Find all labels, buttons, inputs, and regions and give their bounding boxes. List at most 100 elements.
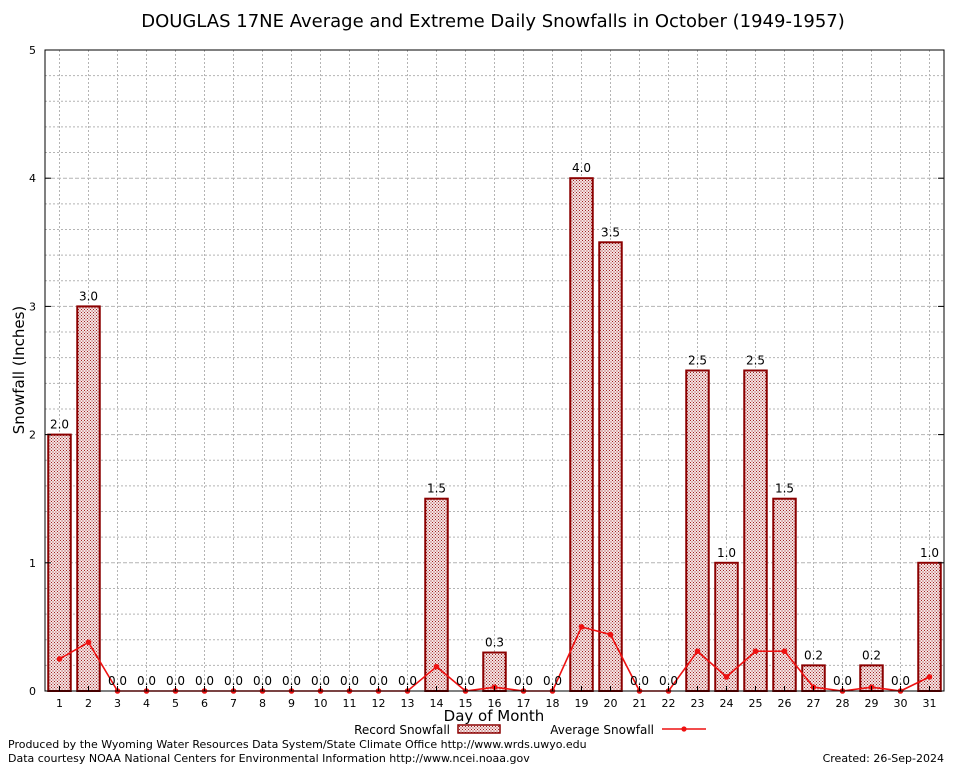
grid: [45, 50, 944, 691]
x-tick-label: 20: [604, 697, 618, 710]
x-tick-label: 30: [894, 697, 908, 710]
data-label: 0.0: [369, 674, 388, 688]
data-label: 3.5: [601, 225, 620, 239]
average-point: [607, 631, 614, 638]
x-tick-label: 31: [923, 697, 937, 710]
x-tick-label: 28: [836, 697, 850, 710]
data-label: 0.0: [108, 674, 127, 688]
x-tick-label: 16: [488, 697, 502, 710]
data-label: 1.0: [717, 546, 736, 560]
data-label: 3.0: [79, 289, 98, 303]
data-label: 0.0: [253, 674, 272, 688]
x-tick-label: 8: [259, 697, 266, 710]
data-label: 0.0: [195, 674, 214, 688]
x-tick-label: 9: [288, 697, 295, 710]
x-tick-label: 2: [85, 697, 92, 710]
data-label: 0.2: [862, 648, 881, 662]
plot-frame: [44, 49, 945, 692]
bars: [47, 177, 942, 693]
average-point: [85, 639, 92, 646]
y-tick-label: 0: [29, 685, 36, 698]
footer-data-courtesy: Data courtesy NOAA National Centers for …: [8, 752, 530, 765]
x-tick-label: 24: [720, 697, 734, 710]
x-tick-label: 27: [807, 697, 821, 710]
footer-created: Created: 26-Sep-2024: [823, 752, 944, 765]
chart-title: DOUGLAS 17NE Average and Extreme Daily S…: [141, 11, 845, 32]
record-bar: [598, 241, 623, 693]
x-tick-label: 4: [143, 697, 150, 710]
data-labels: 2.0 3.0 0.0 0.0 0.0 0.0 0.0 0.0 0.0 0.0 0.0 0.0 0.0 1…: [50, 161, 939, 688]
average-point: [752, 648, 759, 655]
legend-record-swatch: [457, 724, 501, 734]
x-tick-label: 22: [662, 697, 676, 710]
data-label: 1.5: [775, 482, 794, 496]
legend: Record Snowfall Average Snowfall: [354, 723, 706, 737]
record-bar: [569, 177, 594, 692]
data-label: 1.5: [427, 482, 446, 496]
data-label: 0.0: [224, 674, 243, 688]
data-label: 0.0: [630, 674, 649, 688]
x-tick-label: 25: [749, 697, 763, 710]
y-tick-label: 3: [29, 300, 36, 313]
data-label: 0.0: [398, 674, 417, 688]
data-label: 0.3: [485, 636, 504, 650]
x-tick-label: 5: [172, 697, 179, 710]
record-bar: [47, 433, 72, 692]
record-bar: [714, 561, 739, 692]
y-tick-label: 5: [29, 44, 36, 57]
data-label: 0.0: [311, 674, 330, 688]
footer-produced-by: Produced by the Wyoming Water Resources …: [8, 738, 587, 751]
data-label: 0.0: [833, 674, 852, 688]
data-label: 0.0: [137, 674, 156, 688]
x-tick-label: 23: [691, 697, 705, 710]
data-label: 0.2: [804, 648, 823, 662]
x-tick-label: 7: [230, 697, 237, 710]
x-tick-label: 13: [401, 697, 415, 710]
x-tick-label: 14: [430, 697, 444, 710]
x-tick-label: 21: [633, 697, 647, 710]
average-point: [433, 663, 440, 670]
x-tick-label: 17: [517, 697, 531, 710]
record-bar: [917, 561, 942, 692]
legend-average-label: Average Snowfall: [550, 723, 654, 737]
legend-record-label: Record Snowfall: [354, 723, 450, 737]
y-tick-label: 4: [29, 172, 36, 185]
legend-average-marker: [681, 726, 687, 732]
x-tick-label: 1: [56, 697, 63, 710]
data-label: 2.5: [688, 354, 707, 368]
data-label: 1.0: [920, 546, 939, 560]
x-tick-label: 3: [114, 697, 121, 710]
x-tick-label: 18: [546, 697, 560, 710]
x-tick-label: 19: [575, 697, 589, 710]
record-bar: [76, 305, 101, 692]
x-axis-title: Day of Month: [444, 707, 545, 725]
y-axis-title: Snowfall (Inches): [10, 306, 28, 434]
record-bar: [424, 497, 449, 693]
data-label: 0.0: [891, 674, 910, 688]
record-bar: [685, 369, 710, 692]
y-tick-label: 2: [29, 429, 36, 442]
data-label: 4.0: [572, 161, 591, 175]
average-point: [723, 674, 730, 680]
average-point: [694, 648, 701, 655]
average-point: [56, 656, 63, 662]
data-label: 0.0: [659, 674, 678, 688]
data-label: 0.0: [166, 674, 185, 688]
x-tick-label: 11: [343, 697, 357, 710]
data-label: 0.0: [340, 674, 359, 688]
average-point: [781, 648, 788, 655]
data-label: 0.0: [282, 674, 301, 688]
x-tick-label: 12: [372, 697, 386, 710]
y-tick-label: 1: [29, 557, 36, 570]
x-tick-label: 6: [201, 697, 208, 710]
x-tick-label: 10: [314, 697, 328, 710]
data-label: 2.5: [746, 354, 765, 368]
average-point: [578, 624, 585, 630]
x-tick-label: 26: [778, 697, 792, 710]
data-label: 2.0: [50, 418, 69, 432]
data-label: 0.0: [456, 674, 475, 688]
x-tick-label: 15: [459, 697, 473, 710]
data-label: 0.0: [543, 674, 562, 688]
